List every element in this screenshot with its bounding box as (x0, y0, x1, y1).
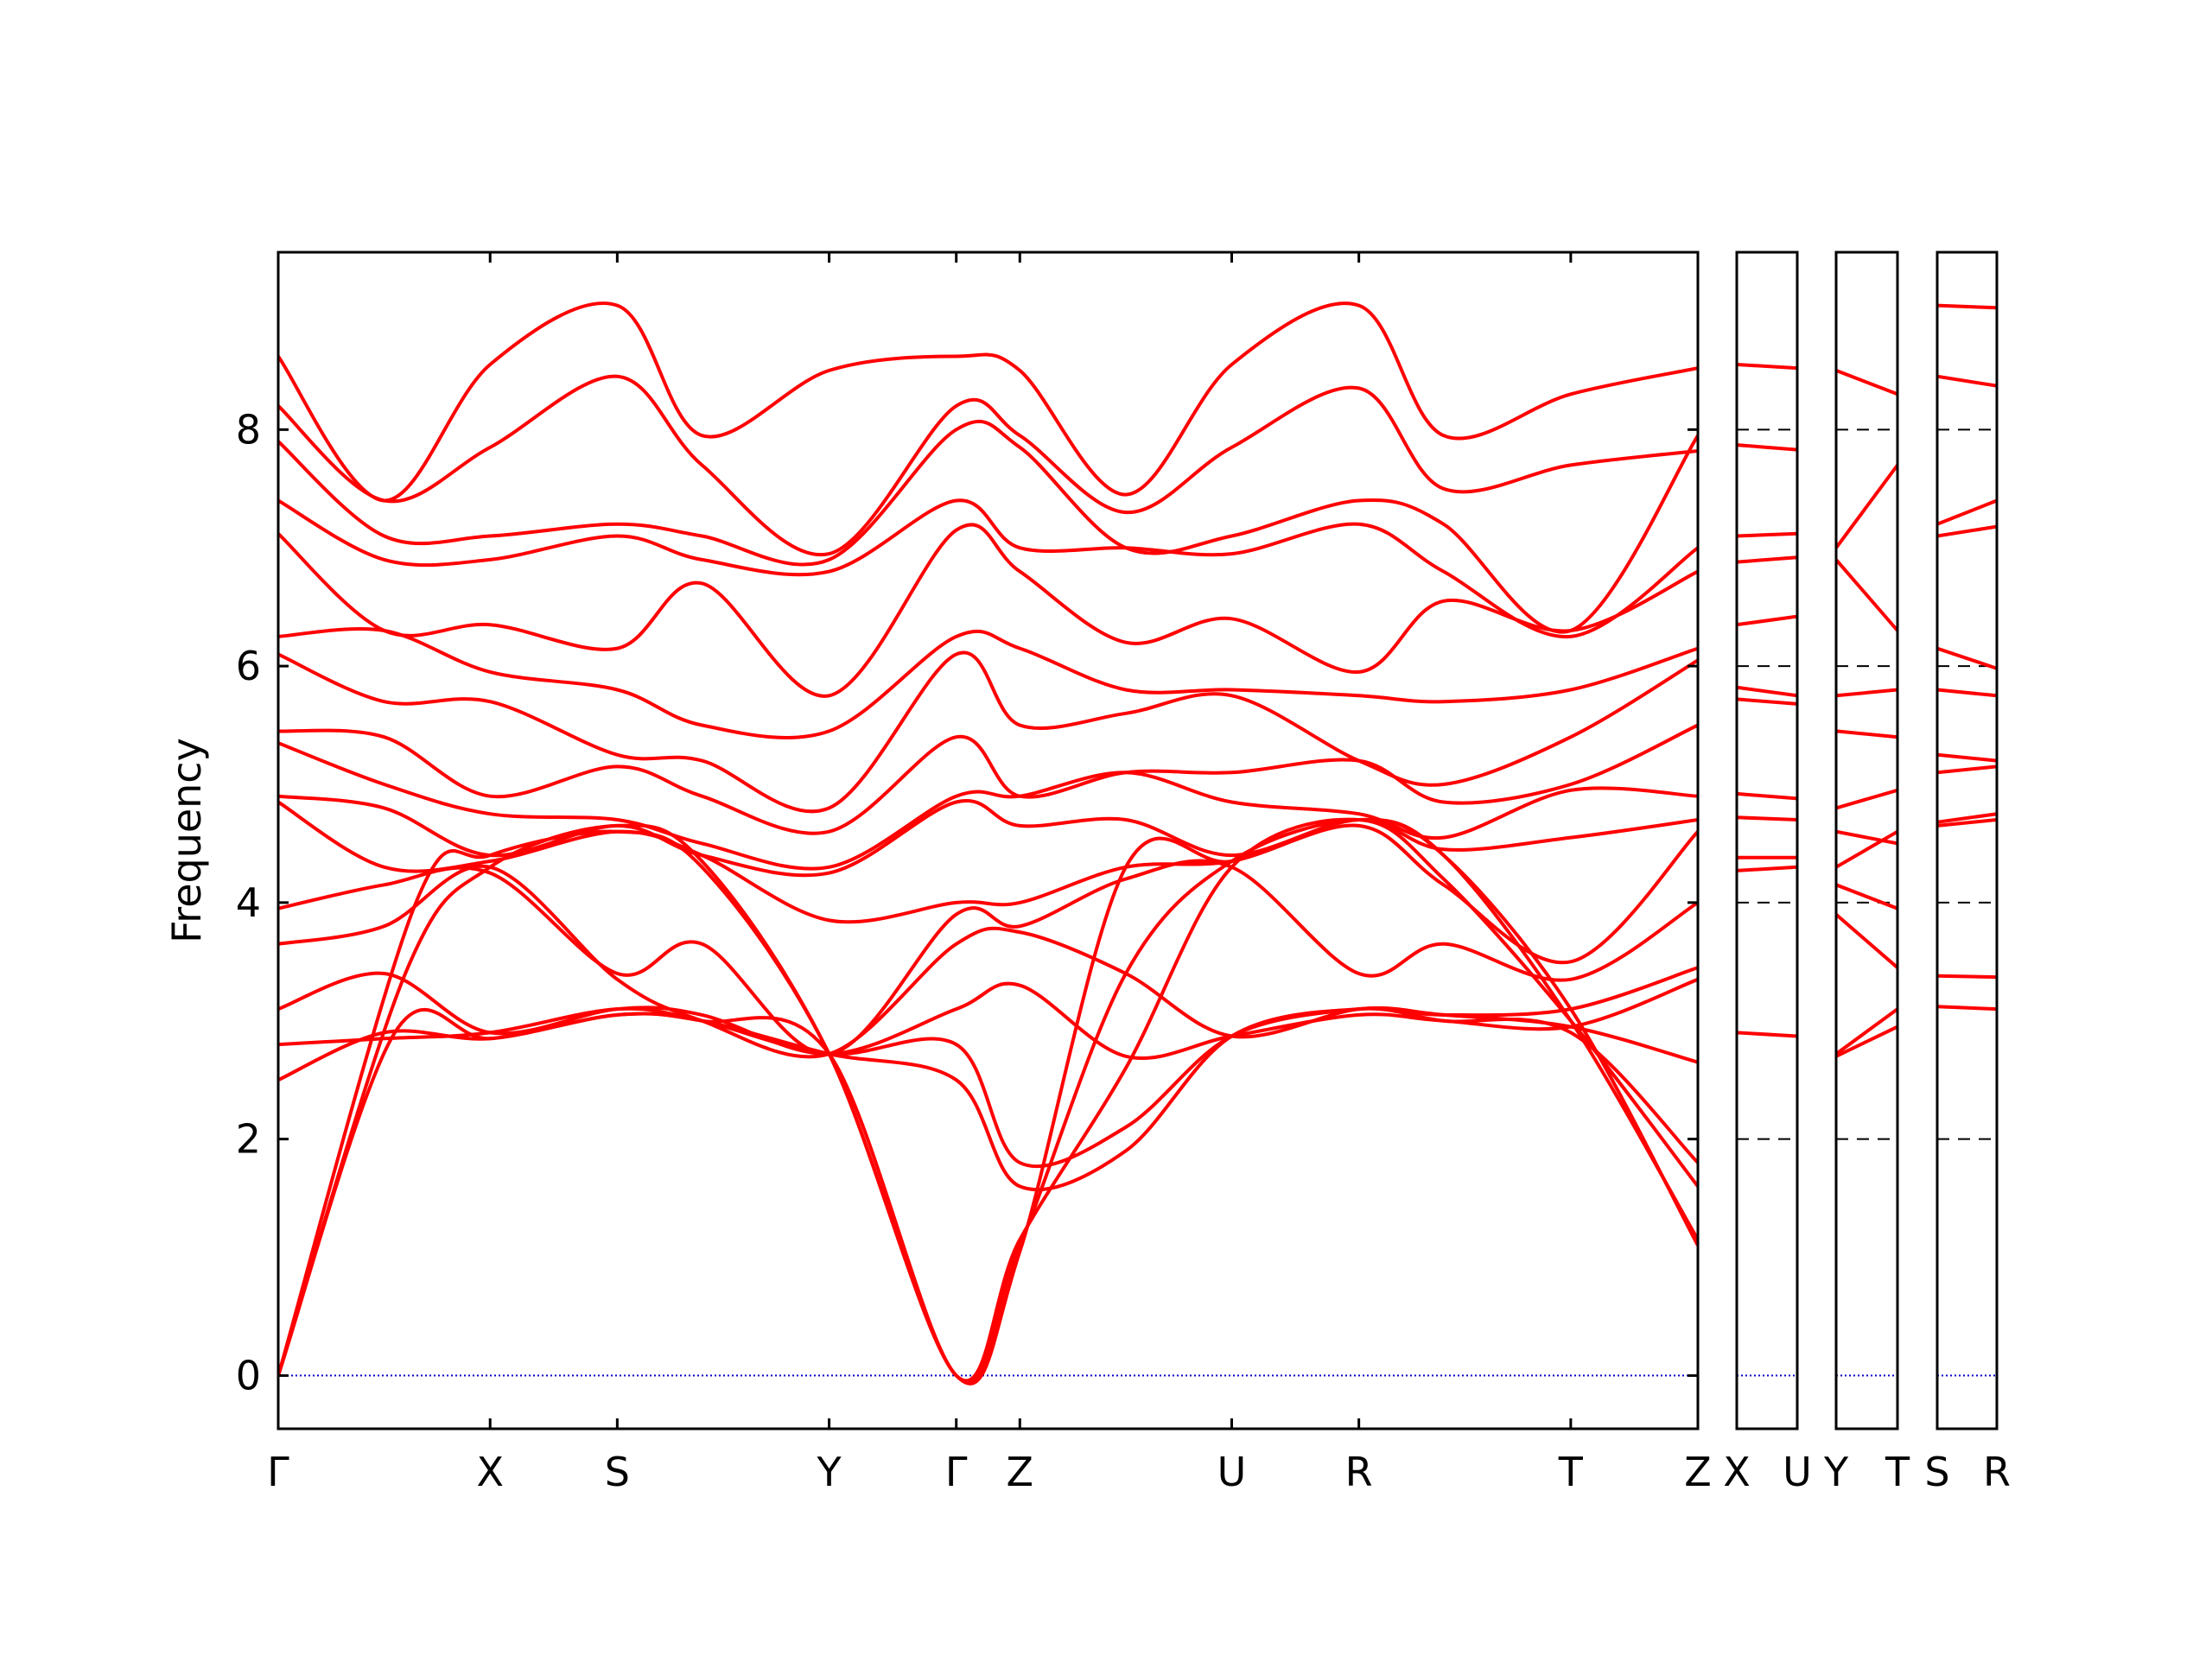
band-line-sr-47 (1937, 646, 1997, 670)
x-tick-label: Z (1007, 1449, 1034, 1495)
band-line-main-14 (278, 1005, 1698, 1169)
band-line-main-5 (278, 627, 1698, 739)
band-line-main-2 (278, 419, 1698, 634)
y-tick-label: 0 (236, 1352, 261, 1399)
x-tick-label: Γ (945, 1449, 968, 1495)
band-line-main-7 (278, 723, 1698, 835)
y-tick-label: 4 (236, 879, 261, 926)
band-line-xu-23 (1737, 614, 1797, 627)
band-line-sr-45 (1937, 498, 1997, 526)
band-line-main-6 (278, 650, 1698, 814)
band-line-main-3 (278, 498, 1698, 638)
band-line-sr-43 (1937, 303, 1997, 310)
band-line-sr-51 (1937, 812, 1997, 824)
panel-frame-main (276, 251, 1700, 1430)
band-line-xu-25 (1737, 697, 1797, 706)
band-line-main-9 (278, 794, 1698, 878)
band-line-sr-49 (1937, 752, 1997, 763)
band-line-yt-35 (1836, 729, 1897, 739)
band-line-yt-42 (1836, 1024, 1897, 1058)
band-line-main-16 (278, 817, 1698, 1383)
panel-frame-sr (1936, 251, 1999, 1430)
x-tick-label: U (1217, 1449, 1247, 1495)
y-tick-label: 6 (236, 643, 261, 689)
band-line-main-8 (278, 741, 1698, 871)
band-line-yt-34 (1836, 688, 1897, 698)
band-line-xu-26 (1737, 791, 1797, 801)
band-line-yt-31 (1836, 369, 1897, 396)
y-tick-label: 2 (236, 1116, 261, 1163)
band-line-yt-39 (1836, 883, 1897, 910)
y-tick-label: 8 (236, 406, 261, 453)
band-line-main-0 (278, 301, 1698, 503)
band-line-yt-38 (1836, 829, 1897, 869)
band-line-yt-40 (1836, 913, 1897, 969)
band-line-xu-20 (1737, 443, 1797, 452)
band-line-yt-36 (1836, 788, 1897, 810)
band-line-xu-21 (1737, 531, 1797, 538)
x-tick-label: X (1723, 1449, 1751, 1495)
x-tick-label: Y (817, 1449, 842, 1495)
band-line-yt-37 (1836, 829, 1897, 846)
band-line-main-18 (278, 817, 1698, 1386)
band-line-main-11 (278, 859, 1698, 1056)
y-axis-label: Frequency (163, 738, 210, 943)
panel-frame-yt (1834, 251, 1899, 1430)
band-line-xu-22 (1737, 555, 1797, 564)
band-line-sr-54 (1937, 1005, 1997, 1012)
band-line-sr-44 (1937, 374, 1997, 388)
x-tick-label: Y (1823, 1449, 1849, 1495)
band-line-sr-52 (1937, 818, 1997, 828)
x-tick-label: Γ (267, 1449, 289, 1495)
band-line-xu-27 (1737, 815, 1797, 821)
band-line-sr-46 (1937, 524, 1997, 538)
band-line-xu-19 (1737, 363, 1797, 371)
band-line-xu-29 (1737, 865, 1797, 872)
band-line-sr-50 (1937, 764, 1997, 775)
x-tick-label: X (476, 1449, 504, 1495)
band-line-main-4 (278, 523, 1698, 698)
band-line-sr-48 (1937, 688, 1997, 698)
band-line-sr-53 (1937, 974, 1997, 980)
panel-frame-xu (1735, 251, 1799, 1430)
x-tick-label: Z (1684, 1449, 1712, 1495)
band-line-main-1 (278, 374, 1698, 557)
x-tick-label: U (1783, 1449, 1812, 1495)
band-line-xu-24 (1737, 685, 1797, 698)
x-tick-label: T (1885, 1449, 1910, 1495)
x-tick-label: S (1924, 1449, 1949, 1495)
band-line-yt-33 (1836, 558, 1897, 632)
band-line-yt-41 (1836, 1007, 1897, 1056)
band-line-xu-30 (1737, 1031, 1797, 1038)
x-tick-label: S (605, 1449, 630, 1495)
band-line-main-10 (278, 800, 1698, 965)
band-line-yt-32 (1836, 464, 1897, 549)
x-tick-label: R (1983, 1449, 2011, 1495)
x-tick-label: T (1558, 1449, 1584, 1495)
x-tick-label: R (1345, 1449, 1373, 1495)
